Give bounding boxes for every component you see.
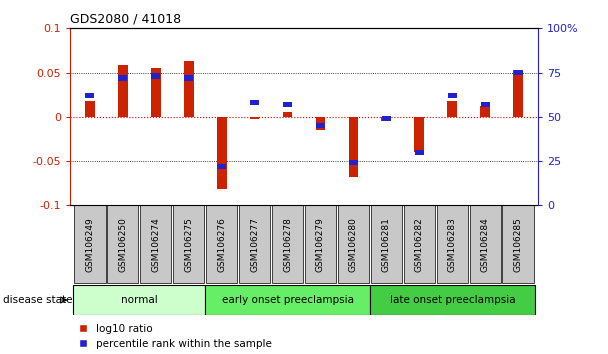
Bar bbox=[85, 101, 95, 117]
Bar bbox=[283, 113, 292, 117]
Bar bbox=[316, 123, 325, 129]
Text: GSM106278: GSM106278 bbox=[283, 217, 292, 272]
Text: GSM106276: GSM106276 bbox=[217, 217, 226, 272]
Bar bbox=[415, 150, 424, 155]
FancyBboxPatch shape bbox=[305, 205, 336, 283]
Text: GSM106249: GSM106249 bbox=[85, 217, 94, 272]
Text: GSM106282: GSM106282 bbox=[415, 217, 424, 272]
Text: GSM106279: GSM106279 bbox=[316, 217, 325, 272]
FancyBboxPatch shape bbox=[173, 205, 204, 283]
Bar bbox=[85, 93, 94, 98]
Bar bbox=[381, 117, 392, 121]
Bar bbox=[118, 65, 128, 117]
Bar bbox=[118, 75, 127, 81]
Text: GSM106277: GSM106277 bbox=[250, 217, 259, 272]
Bar bbox=[184, 61, 193, 117]
Text: GSM106280: GSM106280 bbox=[349, 217, 358, 272]
Text: GSM106285: GSM106285 bbox=[514, 217, 523, 272]
Text: GSM106281: GSM106281 bbox=[382, 217, 391, 272]
Bar bbox=[151, 68, 161, 117]
FancyBboxPatch shape bbox=[469, 205, 501, 283]
Text: late onset preeclampsia: late onset preeclampsia bbox=[390, 295, 515, 305]
FancyBboxPatch shape bbox=[107, 205, 139, 283]
Bar bbox=[448, 93, 457, 98]
Text: GSM106274: GSM106274 bbox=[151, 217, 160, 272]
Text: GDS2080 / 41018: GDS2080 / 41018 bbox=[70, 13, 181, 26]
FancyBboxPatch shape bbox=[205, 285, 370, 315]
Bar bbox=[216, 117, 227, 189]
Text: disease state: disease state bbox=[3, 295, 72, 305]
Bar bbox=[481, 102, 490, 107]
FancyBboxPatch shape bbox=[239, 205, 271, 283]
Text: early onset preeclampsia: early onset preeclampsia bbox=[221, 295, 353, 305]
Bar bbox=[513, 70, 523, 117]
Bar bbox=[514, 70, 523, 75]
Bar bbox=[250, 117, 260, 119]
FancyBboxPatch shape bbox=[437, 205, 468, 283]
Bar bbox=[480, 106, 490, 117]
FancyBboxPatch shape bbox=[404, 205, 435, 283]
Text: GSM106283: GSM106283 bbox=[448, 217, 457, 272]
FancyBboxPatch shape bbox=[272, 205, 303, 283]
FancyBboxPatch shape bbox=[502, 205, 534, 283]
Bar bbox=[184, 75, 193, 81]
Bar bbox=[382, 116, 391, 121]
Text: GSM106250: GSM106250 bbox=[118, 217, 127, 272]
Text: GSM106284: GSM106284 bbox=[481, 217, 490, 272]
Legend: log10 ratio, percentile rank within the sample: log10 ratio, percentile rank within the … bbox=[75, 320, 276, 353]
FancyBboxPatch shape bbox=[74, 205, 106, 283]
Bar bbox=[151, 74, 160, 79]
Bar bbox=[415, 117, 424, 152]
FancyBboxPatch shape bbox=[73, 285, 205, 315]
Bar bbox=[250, 100, 259, 105]
Bar bbox=[316, 117, 325, 130]
FancyBboxPatch shape bbox=[370, 285, 535, 315]
FancyBboxPatch shape bbox=[206, 205, 237, 283]
Bar bbox=[283, 102, 292, 107]
Text: GSM106275: GSM106275 bbox=[184, 217, 193, 272]
Text: normal: normal bbox=[121, 295, 157, 305]
FancyBboxPatch shape bbox=[371, 205, 402, 283]
Bar bbox=[447, 101, 457, 117]
FancyBboxPatch shape bbox=[337, 205, 369, 283]
Bar bbox=[217, 164, 226, 169]
Bar bbox=[348, 117, 358, 177]
FancyBboxPatch shape bbox=[140, 205, 171, 283]
Bar bbox=[349, 160, 358, 166]
